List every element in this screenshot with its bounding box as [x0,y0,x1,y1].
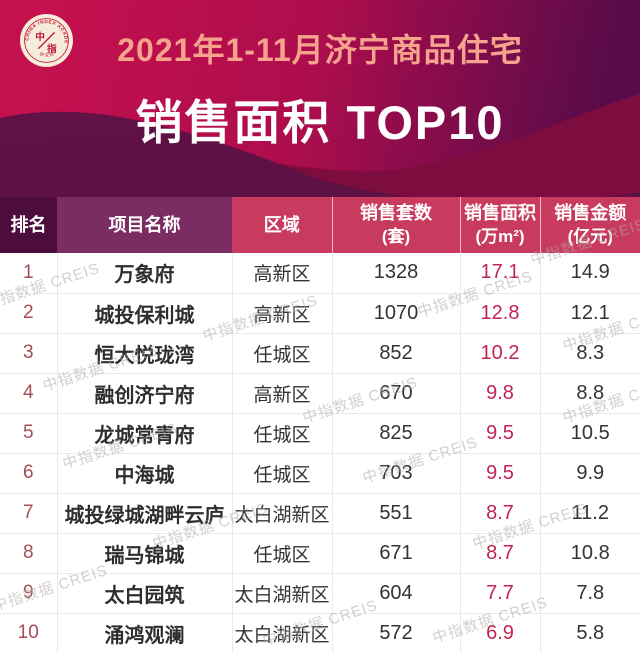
table-row: 2 城投保利城 高新区 1070 12.8 12.1 [0,293,640,334]
table-row: 1 万象府 高新区 1328 17.1 14.9 [0,253,640,294]
table-header: 排名 项目名称 区域 销售套数 (套) 销售面积 (万m²) 销售金额 [0,197,640,253]
area-cell: 10.2 [460,333,541,374]
table-row: 10 涌鸿观澜 太白湖新区 572 6.9 5.8 [0,613,640,653]
rank-cell: 2 [0,293,58,334]
table-row: 8 瑞马锦城 任城区 671 8.7 10.8 [0,533,640,574]
col-header-label: 销售套数 [360,203,432,224]
col-header-area-sold: 销售面积 (万m²) [459,197,540,253]
col-header-sublabel: (亿元) [567,226,613,246]
district-cell: 高新区 [232,293,333,334]
units-cell: 1070 [332,293,461,334]
table-row: 4 融创济宁府 高新区 670 9.8 8.8 [0,373,640,414]
col-header-label: 销售金额 [554,203,627,224]
table-row: 5 龙城常青府 任城区 825 9.5 10.5 [0,413,640,454]
district-cell: 任城区 [232,533,333,574]
units-cell: 703 [332,453,461,494]
rank-cell: 3 [0,333,58,374]
units-cell: 572 [332,613,461,653]
banner: CHINA INDEX ACADEMY 研 究 院 中 指 2021年1-11月… [0,0,640,197]
col-header-label: 项目名称 [108,214,181,235]
district-cell: 太白湖新区 [232,613,333,653]
col-header-sublabel: (套) [381,226,411,246]
banner-titles: 2021年1-11月济宁商品住宅 销售面积 TOP10 [0,0,640,153]
amount-cell: 9.9 [540,453,640,494]
area-cell: 9.5 [460,453,541,494]
logo-char-zhi: 指 [47,43,57,55]
district-cell: 太白湖新区 [232,493,333,534]
name-cell: 瑞马锦城 [57,533,233,574]
name-cell: 中海城 [57,453,233,494]
amount-cell: 10.5 [540,413,640,454]
col-header-rank: 排名 [0,197,57,253]
table-row: 3 恒大悦珑湾 任城区 852 10.2 8.3 [0,333,640,374]
units-cell: 604 [332,573,461,614]
col-header-project-name: 项目名称 [57,197,232,253]
table-body: 1 万象府 高新区 1328 17.1 14.9 2 城投保利城 高新区 1070 12.8 12.1… [0,253,640,653]
area-cell: 9.5 [460,413,541,454]
units-cell: 1328 [332,253,461,294]
table-row: 7 城投绿城湖畔云庐 太白湖新区 551 8.7 11.2 [0,493,640,534]
col-header-label: 区域 [263,214,300,235]
area-cell: 9.8 [460,373,541,414]
district-cell: 任城区 [232,413,333,454]
table-row: 9 太白园筑 太白湖新区 604 7.7 7.8 [0,573,640,614]
amount-cell: 5.8 [540,613,640,653]
table-row: 6 中海城 任城区 703 9.5 9.9 [0,453,640,494]
area-cell: 8.7 [460,493,541,534]
district-cell: 任城区 [232,453,333,494]
name-cell: 城投保利城 [57,293,233,334]
col-header-label: 排名 [10,214,47,235]
name-cell: 龙城常青府 [57,413,233,454]
amount-cell: 8.3 [540,333,640,374]
area-cell: 8.7 [460,533,541,574]
name-cell: 万象府 [57,253,233,294]
amount-cell: 11.2 [540,493,640,534]
logo-ring-bottom-text: 研 究 院 [39,50,56,59]
rank-cell: 5 [0,413,58,454]
col-header-label: 销售面积 [464,203,536,224]
district-cell: 高新区 [232,373,333,414]
rank-cell: 10 [0,613,58,653]
district-cell: 任城区 [232,333,333,374]
name-cell: 城投绿城湖畔云庐 [57,493,233,534]
amount-cell: 12.1 [540,293,640,334]
units-cell: 825 [332,413,461,454]
rank-cell: 9 [0,573,58,614]
logo-char-zhong: 中 [35,31,45,43]
area-cell: 6.9 [460,613,541,653]
col-header-district: 区域 [232,197,332,253]
name-cell: 融创济宁府 [57,373,233,414]
area-cell: 17.1 [460,253,541,294]
col-header-sales-amount: 销售金额 (亿元) [539,197,640,253]
units-cell: 670 [332,373,461,414]
col-header-units-sold: 销售套数 (套) [331,197,460,253]
col-header-sublabel: (万m²) [475,226,525,246]
units-cell: 852 [332,333,461,374]
poster-title: 销售面积 TOP10 [135,96,505,149]
rank-cell: 1 [0,253,58,294]
rank-cell: 6 [0,453,58,494]
area-cell: 12.8 [460,293,541,334]
area-cell: 7.7 [460,573,541,614]
district-cell: 太白湖新区 [232,573,333,614]
banner-mountains-decoration [0,94,640,197]
units-cell: 671 [332,533,461,574]
amount-cell: 7.8 [540,573,640,614]
amount-cell: 10.8 [540,533,640,574]
units-cell: 551 [332,493,461,534]
rank-cell: 4 [0,373,58,414]
amount-cell: 14.9 [540,253,640,294]
china-index-academy-logo: CHINA INDEX ACADEMY 研 究 院 中 指 [19,13,73,67]
ranking-table: 排名 项目名称 区域 销售套数 (套) 销售面积 (万m²) 销售金额 [0,197,640,653]
poster-subtitle: 2021年1-11月济宁商品住宅 [117,32,523,68]
name-cell: 恒大悦珑湾 [57,333,233,374]
amount-cell: 8.8 [540,373,640,414]
name-cell: 涌鸿观澜 [57,613,233,653]
rank-cell: 8 [0,533,58,574]
name-cell: 太白园筑 [57,573,233,614]
district-cell: 高新区 [232,253,333,294]
rank-cell: 7 [0,493,58,534]
